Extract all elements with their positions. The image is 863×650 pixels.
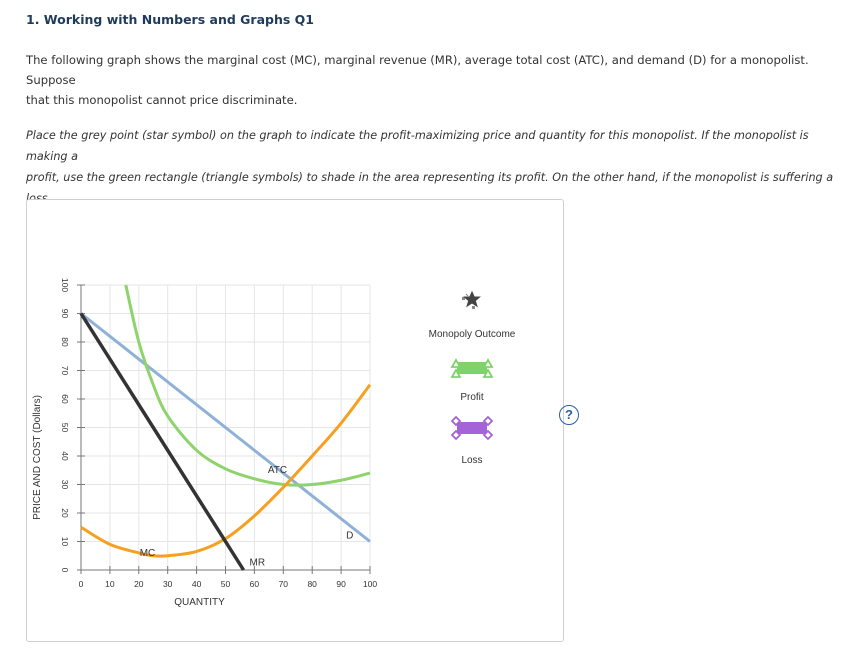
mc-label: MC [140, 548, 156, 559]
paragraph-line-2: that this monopolist cannot price discri… [26, 93, 298, 107]
mr-label: MR [250, 558, 266, 569]
x-tick-label: 60 [250, 579, 260, 589]
diamond-icon [482, 415, 494, 427]
x-tick-label: 80 [307, 579, 317, 589]
paragraph-line-1: The following graph shows the marginal c… [26, 53, 809, 87]
star-anchor-bottom [472, 306, 475, 309]
help-icon[interactable]: ? [559, 405, 579, 425]
y-tick-label: 100 [60, 278, 70, 292]
y-tick-label: 80 [60, 337, 70, 347]
diamond-icon [482, 429, 494, 441]
star-anchor-left [462, 297, 465, 300]
profit-rectangle-icon [457, 362, 487, 374]
monopoly-chart[interactable]: 0 10 20 30 40 50 60 70 80 90 100 0 10 20 30 40 50 60 70 80 9… [27, 200, 563, 641]
curves [79, 284, 372, 571]
y-tick-label: 10 [60, 537, 70, 547]
star-tool[interactable] [462, 290, 481, 309]
d-curve [80, 312, 371, 543]
x-tick-label: 10 [105, 579, 115, 589]
y-tick-label: 0 [60, 568, 70, 573]
mr-curve [79, 312, 246, 571]
diamond-icon [450, 415, 462, 427]
curve-labels: MC MR ATC D [140, 465, 354, 569]
x-tick-label: 30 [163, 579, 173, 589]
y-tick-label: 50 [60, 423, 70, 433]
triangle-icon [482, 358, 494, 368]
loss-rectangle-icon [457, 422, 487, 434]
axes: 0 10 20 30 40 50 60 70 80 90 100 0 10 20 30 40 50 60 70 80 9… [60, 278, 378, 589]
question-paragraph: The following graph shows the marginal c… [26, 50, 846, 110]
profit-tool[interactable] [450, 358, 494, 378]
star-icon [463, 290, 481, 308]
x-tick-label: 0 [79, 579, 84, 589]
graph-panel: ? 0 10 20 30 40 50 60 70 80 90 100 0 10 20 30 40 50 60 70 8… [26, 199, 579, 642]
loss-tool[interactable] [450, 415, 494, 441]
mc-curve [80, 383, 372, 558]
y-tick-label: 60 [60, 394, 70, 404]
instructions: Place the grey point (star symbol) on th… [26, 125, 851, 230]
x-axis-label: QUANTITY [174, 597, 225, 608]
x-tick-label: 50 [221, 579, 231, 589]
legend-monopoly-outcome: Monopoly Outcome [429, 329, 516, 340]
x-tick-label: 90 [336, 579, 346, 589]
triangle-icon [482, 368, 494, 378]
x-tick-label: 40 [192, 579, 202, 589]
y-tick-label: 30 [60, 480, 70, 490]
y-tick-label: 90 [60, 309, 70, 319]
instruction-line-1: Place the grey point (star symbol) on th… [26, 129, 809, 163]
legend-profit: Profit [460, 392, 484, 403]
x-tick-label: 20 [134, 579, 144, 589]
triangle-icon [450, 368, 462, 378]
y-tick-label: 70 [60, 366, 70, 376]
y-tick-label: 40 [60, 451, 70, 461]
x-tick-label: 100 [363, 579, 377, 589]
legend-loss: Loss [461, 455, 482, 466]
diamond-icon [450, 429, 462, 441]
y-axis-label: PRICE AND COST (Dollars) [32, 395, 43, 520]
atc-curve [124, 284, 371, 487]
d-label: D [346, 531, 353, 542]
question-title: 1. Working with Numbers and Graphs Q1 [26, 12, 314, 27]
atc-label: ATC [268, 465, 287, 476]
x-tick-label: 70 [279, 579, 289, 589]
y-tick-label: 20 [60, 508, 70, 518]
triangle-icon [450, 358, 462, 368]
